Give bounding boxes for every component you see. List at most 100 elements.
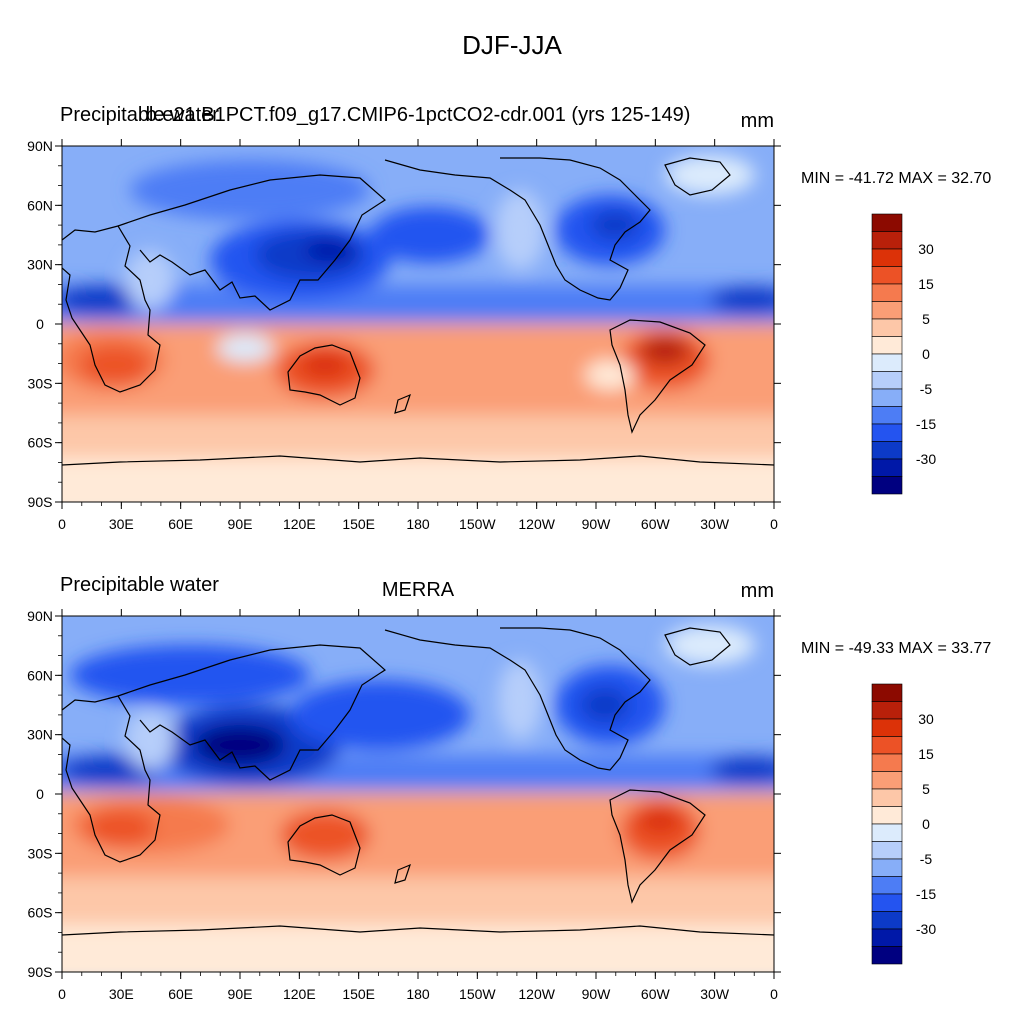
colorbar-swatch — [871, 318, 903, 337]
colorbar-swatch — [871, 371, 903, 390]
panel-1-min-max: MIN = -41.72 MAX = 32.70 — [801, 170, 992, 187]
lon-tick-label: 150E — [342, 516, 375, 532]
colorbar-swatch — [871, 266, 903, 285]
lon-tick-label: 30E — [109, 986, 134, 1002]
colorbar-swatch — [871, 718, 903, 737]
colorbar-panel-1: 30 15 5 0 -5 -15 -30 — [871, 213, 936, 495]
lon-tick-label: 180 — [406, 986, 430, 1002]
colorbar-label: 15 — [918, 746, 934, 762]
colorbar-panel-2: 30 15 5 0 -5 -15 -30 — [871, 683, 936, 965]
colorbar-swatch — [871, 893, 903, 912]
lon-tick-label: 120E — [283, 516, 316, 532]
colorbar-label: -15 — [916, 416, 936, 432]
lat-tick-label: 60N — [27, 667, 53, 683]
lon-tick-label: 120W — [518, 986, 555, 1002]
lon-tick-label: 60W — [641, 516, 671, 532]
colorbar-label: -5 — [920, 381, 933, 397]
colorbar-label: -15 — [916, 886, 936, 902]
colorbar-swatch — [871, 248, 903, 267]
lat-tick-label: 60N — [27, 197, 53, 213]
lon-tick-label: 180 — [406, 516, 430, 532]
colorbar-swatch — [871, 928, 903, 947]
colorbar-swatch — [871, 441, 903, 460]
colorbar-label: -30 — [916, 921, 936, 937]
lon-tick-label: 0 — [770, 516, 778, 532]
lat-tick-label: 90N — [27, 138, 53, 154]
colorbar-swatch — [871, 231, 903, 250]
colorbar-swatch — [871, 736, 903, 755]
lon-tick-label: 90E — [228, 516, 253, 532]
lon-tick-label: 30W — [700, 516, 730, 532]
colorbar-label: 0 — [922, 816, 930, 832]
colorbar-swatch — [871, 858, 903, 877]
lon-tick-label: 30E — [109, 516, 134, 532]
lat-tick-label: 90S — [28, 494, 53, 510]
lat-tick-label: 0 — [36, 316, 44, 332]
colorbar-swatch — [871, 406, 903, 425]
colorbar-swatch — [871, 336, 903, 355]
colorbar-swatch — [871, 283, 903, 302]
panel-2-graphics: 90N 60N 30N 0 30S 60S 90S 0 30E 60E 90E 120E 150E 180… — [27, 608, 936, 1002]
contour-field — [62, 616, 774, 972]
figure-title: DJF-JJA — [462, 30, 562, 60]
colorbar-swatch — [871, 806, 903, 825]
colorbar-label: -5 — [920, 851, 933, 867]
colorbar-swatch — [871, 876, 903, 895]
colorbar-label: 30 — [918, 241, 934, 257]
lon-tick-label: 150E — [342, 986, 375, 1002]
colorbar-label: -30 — [916, 451, 936, 467]
colorbar-label: 5 — [922, 781, 930, 797]
colorbar-swatch — [871, 683, 903, 702]
colorbar-swatch — [871, 388, 903, 407]
colorbar-swatch — [871, 701, 903, 720]
lon-tick-label: 0 — [58, 986, 66, 1002]
colorbar-swatch — [871, 213, 903, 232]
colorbar-swatch — [871, 911, 903, 930]
lat-tick-label: 0 — [36, 786, 44, 802]
lon-tick-label: 60E — [168, 986, 193, 1002]
colorbar-swatch — [871, 841, 903, 860]
lon-tick-label: 90W — [582, 986, 612, 1002]
lon-tick-label: 120W — [518, 516, 555, 532]
axes-panel-2: 90N 60N 30N 0 30S 60S 90S 0 30E 60E 90E 120E 150E 180… — [27, 608, 781, 1002]
lat-tick-label: 30N — [27, 727, 53, 743]
colorbar-label: 15 — [918, 276, 934, 292]
colorbar-swatch — [871, 753, 903, 772]
panel-2-units: mm — [740, 580, 774, 602]
coastlines — [62, 157, 774, 466]
coastlines — [62, 627, 774, 936]
lon-tick-label: 30W — [700, 986, 730, 1002]
colorbar-swatch — [871, 771, 903, 790]
lon-tick-label: 60E — [168, 516, 193, 532]
colorbar-swatch — [871, 476, 903, 495]
colorbar-label: 0 — [922, 346, 930, 362]
panel-2-center-title: MERRA — [381, 579, 455, 601]
lon-tick-label: 120E — [283, 986, 316, 1002]
axes-panel-1: 90N 60N 30N 0 30S 60S 90S 0 30E 60E 90E 120E 150E 180… — [27, 138, 781, 532]
lat-tick-label: 90S — [28, 964, 53, 980]
colorbar-swatch — [871, 823, 903, 842]
lat-tick-label: 90N — [27, 608, 53, 624]
colorbar-label: 30 — [918, 711, 934, 727]
colorbar-label: 5 — [922, 311, 930, 327]
colorbar-swatch — [871, 946, 903, 965]
lon-tick-label: 150W — [459, 986, 496, 1002]
panel-1-units: mm — [740, 110, 774, 132]
panel-1-left-title: Precipitable water — [60, 104, 219, 126]
lon-tick-label: 60W — [641, 986, 671, 1002]
lon-tick-label: 0 — [58, 516, 66, 532]
lat-tick-label: 60S — [28, 905, 53, 921]
panel-2-min-max: MIN = -49.33 MAX = 33.77 — [801, 640, 992, 657]
lon-tick-label: 90E — [228, 986, 253, 1002]
lon-tick-label: 150W — [459, 516, 496, 532]
panel-2-left-title: Precipitable water — [60, 574, 219, 596]
colorbar-swatch — [871, 788, 903, 807]
lat-tick-label: 30S — [28, 845, 53, 861]
lon-tick-label: 90W — [582, 516, 612, 532]
lat-tick-label: 30S — [28, 375, 53, 391]
colorbar-swatch — [871, 301, 903, 320]
panel-1-graphics: 90N 60N 30N 0 30S 60S 90S 0 30E 60E 90E 120E 150E 180… — [27, 138, 936, 532]
colorbar-swatch — [871, 353, 903, 372]
lat-tick-label: 60S — [28, 435, 53, 451]
lat-tick-label: 30N — [27, 257, 53, 273]
